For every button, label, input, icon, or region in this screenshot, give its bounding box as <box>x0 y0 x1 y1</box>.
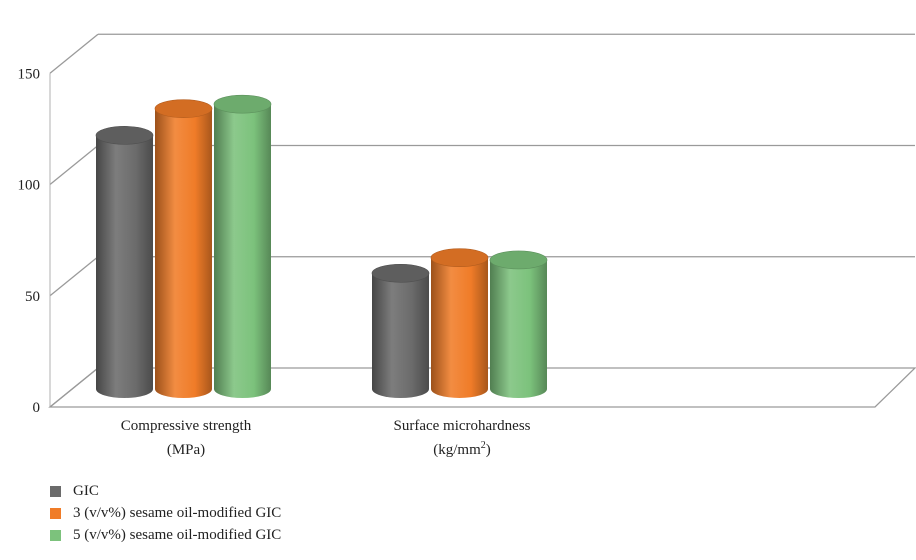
y-tick-label: 50 <box>25 289 40 305</box>
y-tick-label: 0 <box>33 400 41 416</box>
x-axis: Compressive strength (MPa) Surface microha… <box>121 418 531 458</box>
bar <box>95 126 154 398</box>
bar <box>489 250 548 398</box>
gridline-side <box>49 256 99 297</box>
bar-top <box>95 126 154 145</box>
legend-item-gic: GIC <box>50 480 281 502</box>
bar-chart: 0 50 100 150 Compressive strength (MPa) Surfa… <box>18 33 916 458</box>
bar-top <box>371 263 430 283</box>
chart-floor <box>48 367 916 408</box>
legend-item-5pct: 5 (v/v%) sesame oil-modified GIC <box>50 524 281 546</box>
bar <box>371 263 430 398</box>
bar-body <box>214 104 271 398</box>
legend-item-3pct: 3 (v/v%) sesame oil-modified GIC <box>50 502 281 524</box>
legend-label: 3 (v/v%) sesame oil-modified GIC <box>73 504 282 521</box>
legend-swatch <box>50 485 61 497</box>
bar-body <box>490 259 547 398</box>
bar <box>430 248 489 398</box>
x-tick-label-unit: (kg/mm2) <box>433 440 491 458</box>
bar-body <box>96 135 153 398</box>
x-tick-label: Compressive strength <box>121 418 252 434</box>
bars <box>95 94 548 399</box>
gridline-side <box>49 144 99 186</box>
gridline-side <box>49 33 99 74</box>
bar-top <box>430 248 489 268</box>
y-tick-label: 100 <box>18 178 41 194</box>
bar-top <box>154 99 213 118</box>
bar-body <box>431 257 488 398</box>
bar-body <box>372 273 429 398</box>
x-tick-label: Surface microhardness <box>393 418 530 434</box>
x-tick-label-unit: (MPa) <box>167 442 205 458</box>
bar-top <box>489 250 548 270</box>
y-tick-label: 150 <box>18 66 41 82</box>
legend-label: GIC <box>73 482 99 499</box>
bar <box>213 94 272 398</box>
legend-swatch <box>50 507 61 519</box>
y-axis: 0 50 100 150 <box>18 66 41 416</box>
legend: GIC 3 (v/v%) sesame oil-modified GIC 5 (… <box>50 480 281 546</box>
legend-swatch <box>50 529 61 541</box>
bar <box>154 99 213 399</box>
bar-top <box>213 94 272 114</box>
legend-label: 5 (v/v%) sesame oil-modified GIC <box>73 526 282 543</box>
bar-body <box>155 108 212 399</box>
